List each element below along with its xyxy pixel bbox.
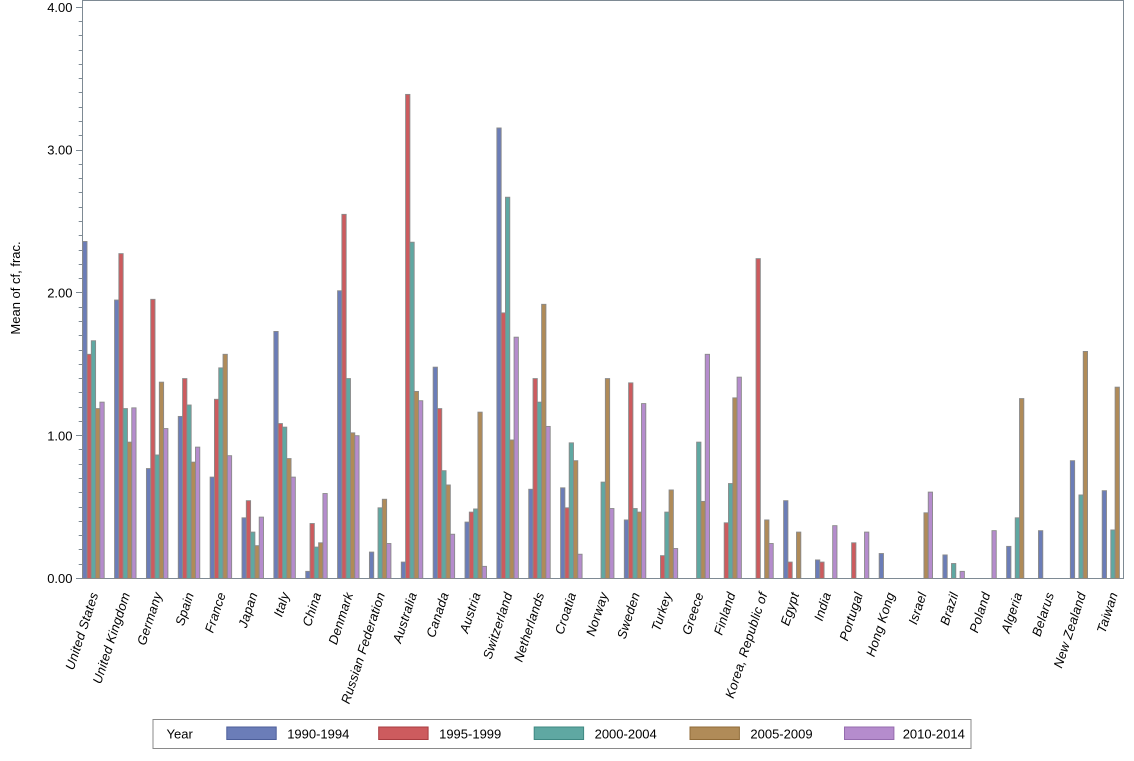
svg-text:Year: Year: [167, 727, 194, 742]
svg-text:2010-2014: 2010-2014: [903, 727, 965, 742]
svg-text:0.00: 0.00: [47, 571, 72, 586]
svg-text:1.00: 1.00: [47, 428, 72, 443]
svg-text:2000-2004: 2000-2004: [595, 727, 657, 742]
svg-text:1990-1994: 1990-1994: [287, 727, 349, 742]
svg-text:4.00: 4.00: [47, 0, 72, 15]
svg-text:3.00: 3.00: [47, 143, 72, 158]
svg-text:1995-1999: 1995-1999: [439, 727, 501, 742]
svg-text:2.00: 2.00: [47, 286, 72, 301]
svg-text:Mean of cf, frac.: Mean of cf, frac.: [8, 241, 23, 334]
svg-text:2005-2009: 2005-2009: [750, 727, 812, 742]
